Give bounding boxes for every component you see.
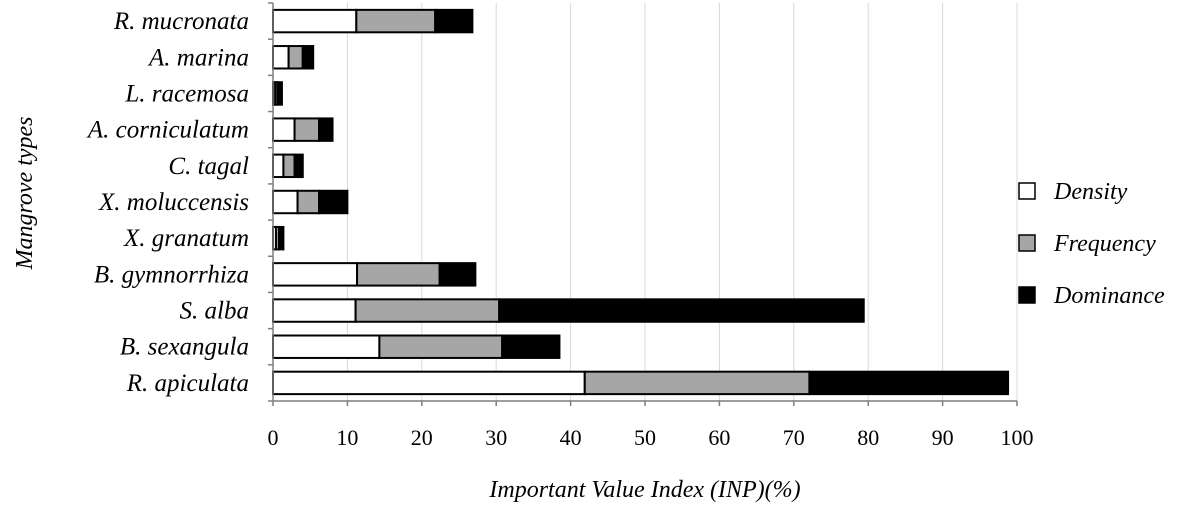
gridlines [346,3,1018,401]
category-label: A. corniculatum [86,117,249,144]
bar-segment-density [272,262,359,287]
bar-segment-frequency [583,370,811,396]
legend-label-dominance: Dominance [1053,283,1165,309]
bar-segment-dominance [434,8,474,34]
category-label: B. sexangula [120,334,249,361]
legend-swatch-dominance [1018,286,1036,304]
category-labels: R. mucronata A. marina L. racemosa A. corni… [86,8,249,397]
x-tick-label: 0 [268,425,279,450]
bar-segment-density [272,153,285,179]
x-tick-label: 100 [1001,425,1034,450]
bar-segment-density [272,117,296,142]
x-tick-label: 10 [336,425,358,450]
category-label: X. moluccensis [98,189,249,216]
bar-segment-density [272,370,586,396]
x-tick-labels: 0 10 20 30 40 50 60 70 80 90 100 [268,425,1034,450]
bar-segment-dominance [276,81,283,106]
bar-segment-frequency [356,262,441,287]
bar-segment-dominance [318,117,334,142]
legend-swatch-density [1018,182,1036,200]
bar-segment-dominance [501,334,561,359]
bars [272,8,1010,396]
bar-segment-frequency [293,117,321,142]
x-tick-label: 80 [857,425,879,450]
bar-segment-dominance [293,153,304,179]
x-tick-label: 30 [485,425,507,450]
bar-segment-density [272,45,290,70]
x-tick-label: 40 [560,425,582,450]
category-label: L. racemosa [124,80,249,107]
legend: Density Frequency Dominance [1018,179,1165,309]
y-axis-title: Mangrove types [12,116,38,270]
bar-segment-dominance [808,370,1010,396]
x-tick-label: 90 [932,425,954,450]
bar-segment-dominance [301,45,315,70]
bar-segment-density [272,298,357,323]
category-label: B. gymnorrhiza [94,261,249,288]
bar-segment-frequency [287,45,304,70]
bar-segment-frequency [378,334,504,359]
category-label: R. apiculata [126,370,249,397]
bar-segment-frequency [354,298,501,323]
category-label: S. alba [180,298,249,325]
bar-segment-dominance [438,262,477,287]
category-label: X. granatum [123,225,249,252]
bar-segment-density [272,334,381,359]
category-label: A. marina [147,44,249,71]
x-tick-label: 50 [634,425,656,450]
legend-label-density: Density [1053,179,1128,205]
bar-segment-density [272,8,358,34]
category-label: C. tagal [168,153,249,180]
category-label: R. mucronata [113,8,249,35]
bar-segment-dominance [318,189,349,215]
bar-segment-dominance [277,225,285,251]
bar-segment-frequency [296,189,321,215]
bar-segment-dominance [498,298,865,323]
axes [268,2,1018,406]
bar-segment-frequency [282,153,296,179]
x-tick-label: 20 [411,425,433,450]
x-tick-label: 70 [783,425,805,450]
x-axis-title: Important Value Index (INP)(%) [488,477,800,503]
legend-swatch-frequency [1018,234,1036,252]
x-tick-label: 60 [708,425,730,450]
bar-segment-density [272,189,299,215]
bar-segment-frequency [355,8,437,34]
legend-label-frequency: Frequency [1053,231,1156,257]
